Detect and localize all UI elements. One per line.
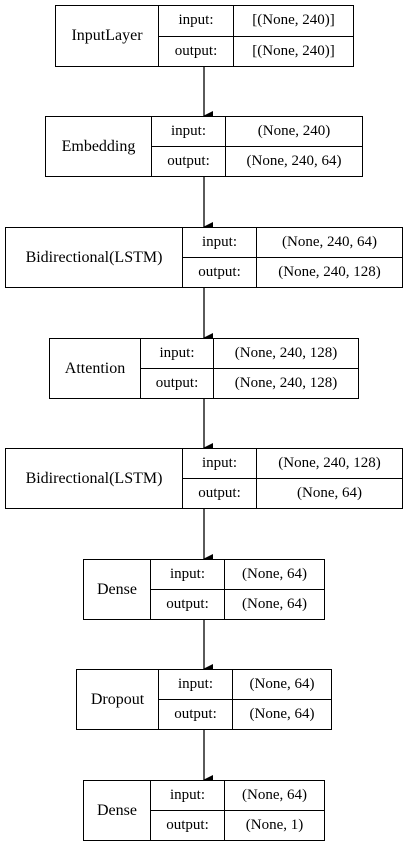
layer-node-bidirectional-lstm-2[interactable]: Bidirectional(LSTM) input: (None, 240, 1… bbox=[5, 448, 403, 509]
layer-name: Embedding bbox=[46, 117, 152, 176]
layer-name: Dense bbox=[84, 781, 151, 840]
input-label: input: bbox=[152, 117, 226, 146]
input-label: input: bbox=[151, 560, 225, 589]
input-label: input: bbox=[141, 339, 214, 368]
layer-node-bidirectional-lstm-1[interactable]: Bidirectional(LSTM) input: (None, 240, 6… bbox=[5, 227, 403, 288]
input-shape: (None, 64) bbox=[249, 676, 315, 692]
layer-name: Bidirectional(LSTM) bbox=[6, 449, 183, 508]
output-shape: (None, 240, 128) bbox=[234, 375, 338, 391]
input-shape: (None, 240, 128) bbox=[278, 455, 381, 471]
output-shape: (None, 1) bbox=[245, 817, 304, 833]
output-label: output: bbox=[183, 258, 257, 287]
layer-node-dropout[interactable]: Dropout input: (None, 64) output: (None,… bbox=[76, 669, 332, 730]
layer-name: Dense bbox=[84, 560, 151, 619]
layer-node-embedding[interactable]: Embedding input: (None, 240) output: (No… bbox=[45, 116, 363, 177]
input-shape: (None, 240, 128) bbox=[234, 345, 338, 361]
layer-node-dense-1[interactable]: Dense input: (None, 64) output: (None, 6… bbox=[83, 559, 325, 620]
output-shape: (None, 240, 64) bbox=[246, 153, 342, 169]
layer-name: Bidirectional(LSTM) bbox=[6, 228, 183, 287]
layer-io-table: input: [(None, 240)] output: [(None, 240… bbox=[159, 6, 353, 66]
output-label: output: bbox=[141, 369, 214, 398]
output-label: output: bbox=[152, 147, 226, 176]
output-shape: [(None, 240)] bbox=[252, 42, 335, 59]
output-label: output: bbox=[183, 479, 257, 508]
input-label: input: bbox=[151, 781, 225, 810]
output-label: output: bbox=[159, 36, 234, 66]
layer-io-table: input: (None, 240, 128) output: (None, 2… bbox=[141, 339, 358, 398]
output-shape: (None, 64) bbox=[242, 596, 307, 612]
layer-io-table: input: (None, 240, 64) output: (None, 24… bbox=[183, 228, 402, 287]
layer-name: InputLayer bbox=[56, 6, 159, 66]
output-shape: (None, 64) bbox=[249, 706, 315, 722]
output-label: output: bbox=[151, 590, 225, 619]
output-label: output: bbox=[151, 811, 225, 840]
layer-io-table: input: (None, 240, 128) output: (None, 6… bbox=[183, 449, 402, 508]
layer-io-table: input: (None, 240) output: (None, 240, 6… bbox=[152, 117, 362, 176]
output-label: output: bbox=[159, 700, 233, 729]
layer-name: Attention bbox=[50, 339, 141, 398]
layer-node-attention[interactable]: Attention input: (None, 240, 128) output… bbox=[49, 338, 359, 399]
input-shape: (None, 240, 64) bbox=[282, 234, 377, 250]
input-label: input: bbox=[183, 449, 257, 478]
input-shape: (None, 240) bbox=[257, 123, 331, 139]
input-shape: (None, 64) bbox=[242, 787, 307, 803]
layer-io-table: input: (None, 64) output: (None, 64) bbox=[159, 670, 331, 729]
input-label: input: bbox=[183, 228, 257, 257]
output-shape: (None, 64) bbox=[297, 485, 362, 501]
layer-io-table: input: (None, 64) output: (None, 64) bbox=[151, 560, 324, 619]
input-shape: (None, 64) bbox=[242, 566, 307, 582]
layer-node-input[interactable]: InputLayer input: [(None, 240)] output: … bbox=[55, 5, 354, 67]
output-shape: (None, 240, 128) bbox=[278, 264, 381, 280]
input-label: input: bbox=[159, 6, 234, 36]
input-shape: [(None, 240)] bbox=[252, 12, 335, 29]
layer-name: Dropout bbox=[77, 670, 159, 729]
layer-io-table: input: (None, 64) output: (None, 1) bbox=[151, 781, 324, 840]
layer-node-dense-2[interactable]: Dense input: (None, 64) output: (None, 1… bbox=[83, 780, 325, 841]
input-label: input: bbox=[159, 670, 233, 699]
